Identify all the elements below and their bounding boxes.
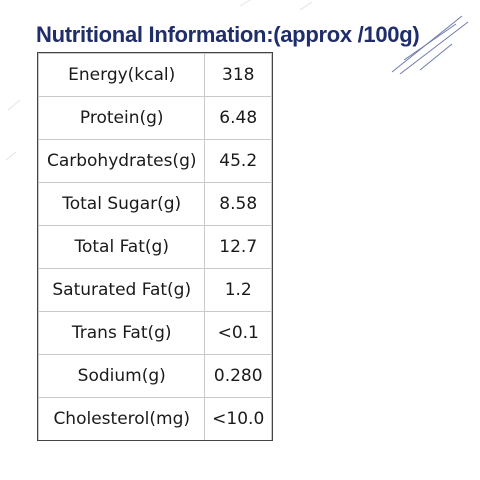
nutrient-value: 6.48 (204, 96, 272, 140)
nutrient-label: Saturated Fat(g) (37, 268, 206, 312)
nutrient-label: Energy(kcal) (37, 53, 206, 97)
nutrient-value: <0.1 (204, 311, 272, 355)
nutrient-label: Carbohydrates(g) (37, 139, 206, 183)
table-row: Total Sugar(g) 8.58 (37, 182, 272, 226)
table-row: Energy(kcal) 318 (37, 53, 272, 97)
nutrient-label: Total Fat(g) (37, 225, 206, 269)
table-row: Carbohydrates(g) 45.2 (37, 139, 272, 183)
nutrient-value: 0.280 (204, 354, 272, 398)
table-row: Total Fat(g) 12.7 (37, 225, 272, 269)
nutrient-value: 318 (204, 53, 272, 97)
nutrient-label: Total Sugar(g) (37, 182, 206, 226)
nutrient-label: Cholesterol(mg) (37, 397, 206, 441)
table-row: Saturated Fat(g) 1.2 (37, 268, 272, 312)
nutrient-value: 1.2 (204, 268, 272, 312)
nutrient-label: Trans Fat(g) (37, 311, 206, 355)
nutrient-label: Protein(g) (37, 96, 206, 140)
page-title: Nutritional Information:(approx /100g) (36, 22, 420, 47)
nutrient-label: Sodium(g) (37, 354, 206, 398)
nutrient-value: <10.0 (204, 397, 272, 441)
table-row: Cholesterol(mg) <10.0 (37, 397, 272, 441)
table-row: Trans Fat(g) <0.1 (37, 311, 272, 355)
table-row: Sodium(g) 0.280 (37, 354, 272, 398)
table-row: Protein(g) 6.48 (37, 96, 272, 140)
nutrient-value: 45.2 (204, 139, 272, 183)
nutrient-value: 8.58 (204, 182, 272, 226)
nutrition-table: Energy(kcal) 318 Protein(g) 6.48 Carbohy… (37, 53, 272, 441)
nutrient-value: 12.7 (204, 225, 272, 269)
